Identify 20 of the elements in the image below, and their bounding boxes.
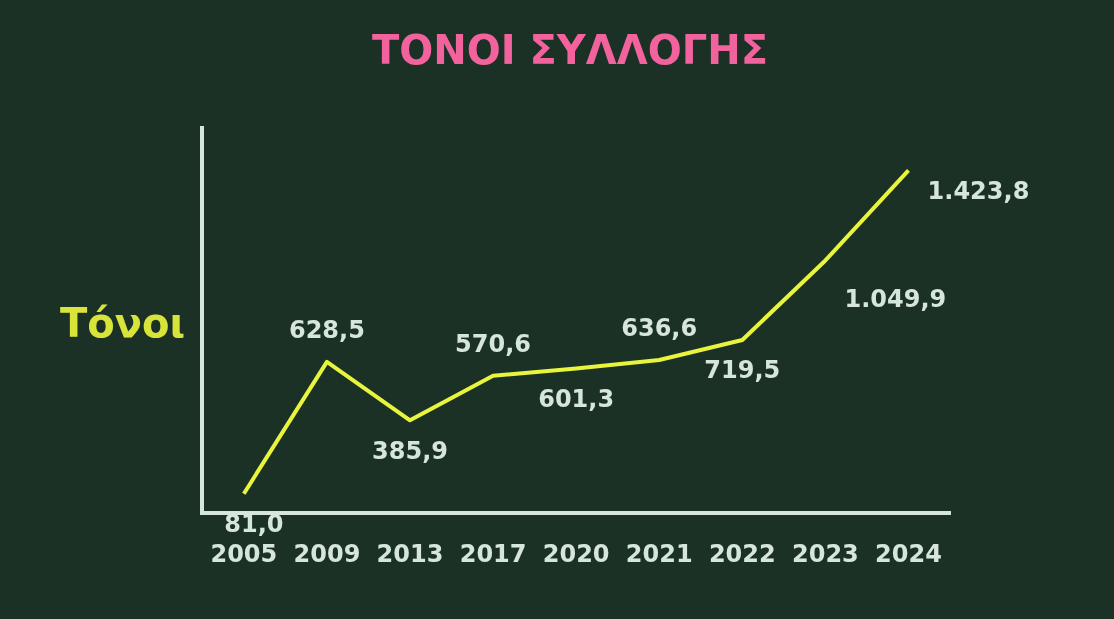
x-tick-label: 2023 (791, 539, 859, 568)
x-tick-label: 2017 (459, 539, 527, 568)
data-label: 636,6 (621, 314, 698, 343)
x-tick-label: 2022 (708, 539, 776, 568)
x-tick-label: 2013 (376, 539, 444, 568)
x-tick-label: 2021 (625, 539, 693, 568)
data-label: 628,5 (288, 316, 365, 345)
data-label: 719,5 (704, 356, 781, 385)
data-label: 1.049,9 (844, 284, 947, 313)
data-label: 81,0 (224, 509, 284, 538)
data-label: 570,6 (455, 330, 532, 359)
chart-title: ΤΟΝΟΙ ΣΥΛΛΟΓΗΣ (371, 27, 769, 74)
x-tick-label: 2024 (875, 539, 942, 568)
y-axis-title: Τόνοι (60, 300, 186, 346)
x-tick-label: 2005 (210, 539, 278, 568)
x-tick-label: 2009 (293, 539, 361, 568)
data-label: 601,3 (538, 384, 615, 413)
data-label: 385,9 (372, 436, 448, 465)
data-label: 1.423,8 (927, 176, 1030, 205)
x-tick-label: 2020 (542, 539, 610, 568)
